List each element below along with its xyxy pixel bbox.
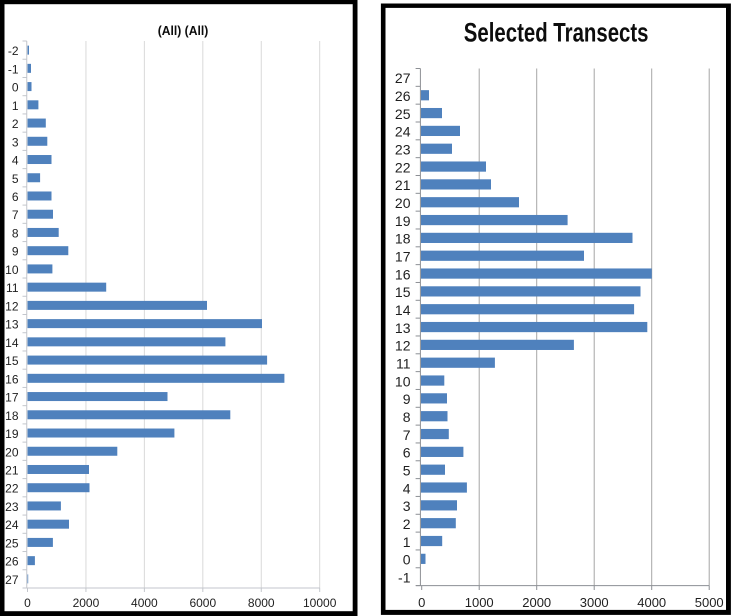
svg-text:17: 17 xyxy=(395,249,411,265)
svg-text:7: 7 xyxy=(12,208,19,222)
svg-text:0: 0 xyxy=(403,552,411,568)
svg-text:4: 4 xyxy=(403,480,411,496)
svg-text:23: 23 xyxy=(5,500,19,514)
svg-text:0: 0 xyxy=(12,81,19,95)
svg-text:3: 3 xyxy=(403,498,411,514)
svg-text:24: 24 xyxy=(5,518,19,532)
svg-text:6000: 6000 xyxy=(189,596,216,610)
svg-text:10: 10 xyxy=(395,373,411,389)
svg-text:6: 6 xyxy=(12,190,19,204)
svg-text:11: 11 xyxy=(396,356,411,372)
svg-text:15: 15 xyxy=(395,284,411,300)
svg-text:19: 19 xyxy=(5,427,19,441)
svg-text:1: 1 xyxy=(12,99,19,113)
svg-text:2: 2 xyxy=(12,117,19,131)
svg-text:3: 3 xyxy=(12,135,19,149)
svg-text:14: 14 xyxy=(395,302,411,318)
svg-text:8000: 8000 xyxy=(248,596,275,610)
svg-text:1: 1 xyxy=(403,534,411,550)
svg-text:26: 26 xyxy=(5,555,19,569)
svg-text:13: 13 xyxy=(5,318,19,332)
svg-text:25: 25 xyxy=(395,106,411,122)
svg-text:12: 12 xyxy=(5,299,19,313)
svg-text:12: 12 xyxy=(395,338,411,354)
svg-text:1000: 1000 xyxy=(465,595,494,610)
svg-text:10: 10 xyxy=(5,263,19,277)
svg-text:9: 9 xyxy=(403,391,411,407)
svg-text:27: 27 xyxy=(395,70,411,86)
svg-text:5000: 5000 xyxy=(695,595,724,610)
svg-text:11: 11 xyxy=(6,281,19,295)
svg-text:6: 6 xyxy=(403,445,411,461)
svg-text:25: 25 xyxy=(5,536,19,550)
svg-text:2: 2 xyxy=(403,516,411,532)
svg-text:21: 21 xyxy=(5,463,19,477)
svg-text:4: 4 xyxy=(12,154,19,168)
svg-text:4000: 4000 xyxy=(131,596,158,610)
svg-text:2000: 2000 xyxy=(73,596,100,610)
svg-text:16: 16 xyxy=(395,266,411,282)
svg-text:13: 13 xyxy=(395,320,411,336)
svg-text:15: 15 xyxy=(5,354,19,368)
svg-text:0: 0 xyxy=(24,596,31,610)
svg-text:18: 18 xyxy=(395,231,411,247)
svg-text:14: 14 xyxy=(5,336,19,350)
svg-text:23: 23 xyxy=(395,142,411,158)
svg-text:24: 24 xyxy=(395,124,411,140)
svg-text:Selected Transects: Selected Transects xyxy=(464,18,649,48)
svg-text:16: 16 xyxy=(5,372,19,386)
svg-text:21: 21 xyxy=(395,177,411,193)
svg-text:8: 8 xyxy=(12,226,19,240)
svg-text:-1: -1 xyxy=(8,62,19,76)
svg-text:0: 0 xyxy=(418,595,425,610)
svg-text:(All) (All): (All) (All) xyxy=(158,23,209,38)
svg-text:4000: 4000 xyxy=(637,595,666,610)
svg-text:22: 22 xyxy=(395,159,411,175)
svg-text:3000: 3000 xyxy=(580,595,609,610)
svg-text:8: 8 xyxy=(403,409,411,425)
svg-text:26: 26 xyxy=(395,88,411,104)
svg-text:17: 17 xyxy=(5,391,19,405)
svg-text:2000: 2000 xyxy=(522,595,551,610)
svg-text:18: 18 xyxy=(5,409,19,423)
svg-text:20: 20 xyxy=(395,195,411,211)
svg-text:9: 9 xyxy=(12,245,19,259)
svg-text:19: 19 xyxy=(395,213,411,229)
svg-text:20: 20 xyxy=(5,445,19,459)
svg-text:27: 27 xyxy=(5,573,19,587)
svg-text:-1: -1 xyxy=(398,569,411,585)
svg-text:5: 5 xyxy=(403,463,411,479)
svg-text:10000: 10000 xyxy=(303,596,337,610)
svg-text:5: 5 xyxy=(12,172,19,186)
svg-text:-2: -2 xyxy=(8,44,19,58)
svg-text:22: 22 xyxy=(5,482,19,496)
svg-text:7: 7 xyxy=(403,427,411,443)
